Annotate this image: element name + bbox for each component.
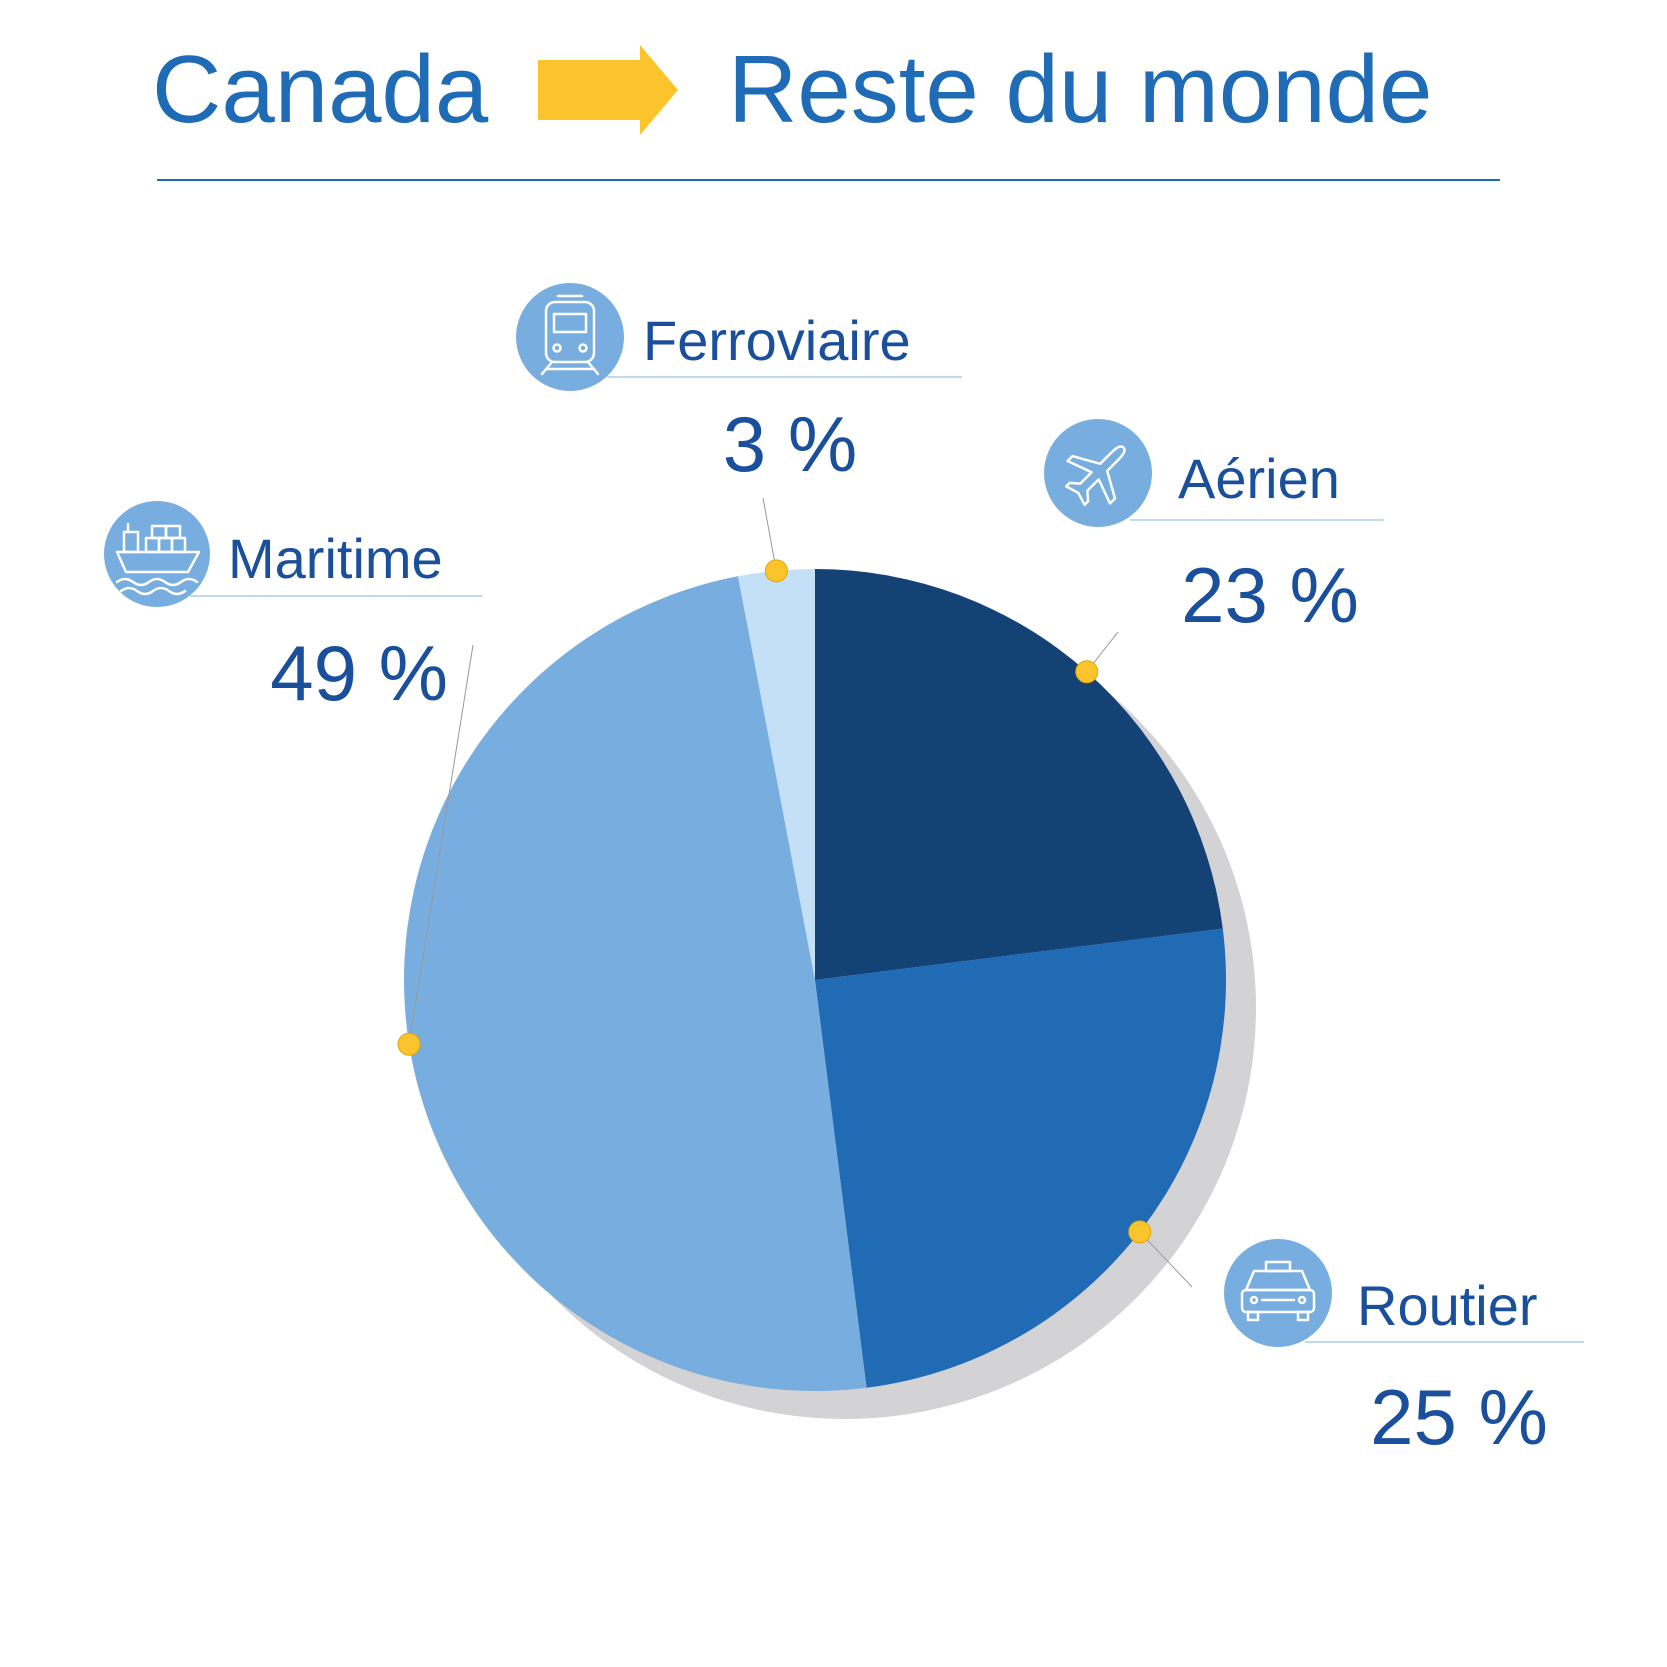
label-group-routier: Routier 25 % xyxy=(1224,1239,1584,1461)
label-group-ferroviaire: Ferroviaire 3 % xyxy=(516,283,962,488)
train-icon xyxy=(540,294,600,376)
value-maritime: 49 % xyxy=(270,629,448,717)
marker-dot-ferroviaire xyxy=(764,559,788,583)
car-icon xyxy=(1240,1260,1316,1322)
label-aerien: Aérien xyxy=(1178,447,1340,510)
leader-line-maritime xyxy=(408,644,474,1045)
leader-line-routier xyxy=(1139,1231,1193,1288)
ship-icon xyxy=(115,522,201,596)
value-aerien: 23 % xyxy=(1181,551,1359,639)
marker-dot-aerien xyxy=(1075,660,1099,684)
header-from-label: Canada xyxy=(152,36,489,143)
value-ferroviaire: 3 % xyxy=(723,400,857,488)
marker-dot-maritime xyxy=(397,1032,421,1056)
value-routier: 25 % xyxy=(1370,1373,1548,1461)
airplane-icon-circle xyxy=(1044,419,1152,527)
train-icon-circle xyxy=(516,283,624,391)
label-group-aerien: Aérien 23 % xyxy=(1044,419,1384,639)
header-to-label: Reste du monde xyxy=(728,36,1432,143)
leader-line-ferroviaire xyxy=(762,497,777,571)
label-routier: Routier xyxy=(1357,1274,1538,1337)
label-ferroviaire: Ferroviaire xyxy=(643,309,911,372)
pie-slice-aerien xyxy=(815,569,1223,980)
car-icon-circle xyxy=(1224,1239,1332,1347)
airplane-icon xyxy=(1064,445,1126,507)
pie-slice-ferroviaire xyxy=(737,569,815,980)
arrow-right-icon xyxy=(538,45,678,135)
pie-slice-routier xyxy=(815,928,1227,1388)
label-maritime: Maritime xyxy=(228,527,443,590)
marker-dot-routier xyxy=(1128,1220,1152,1244)
label-group-maritime: Maritime 49 % xyxy=(104,501,482,717)
pie-slice-maritime xyxy=(404,576,867,1392)
